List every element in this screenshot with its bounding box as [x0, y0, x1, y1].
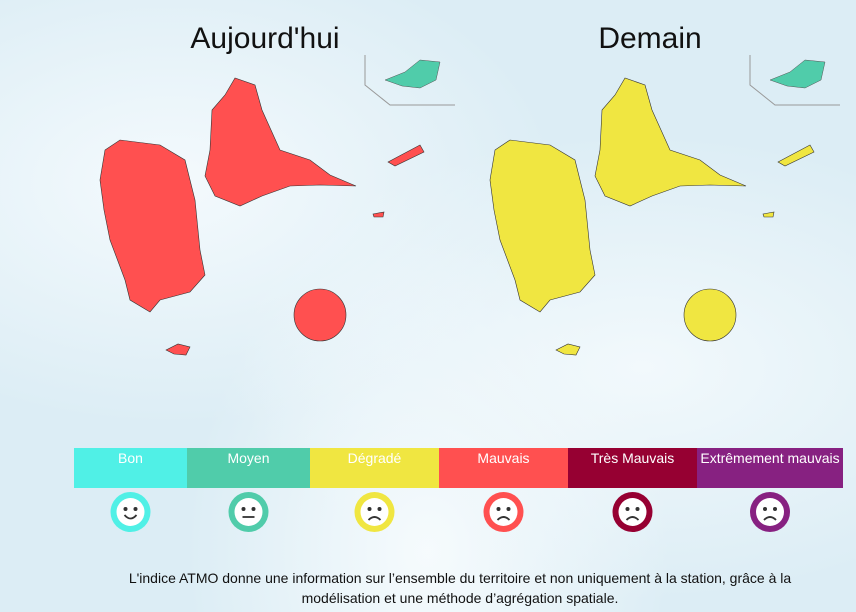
face — [116, 498, 145, 526]
mouth — [123, 514, 138, 520]
eye — [635, 507, 640, 511]
eye — [133, 507, 138, 511]
mouth — [763, 516, 777, 521]
map-today — [99, 77, 425, 356]
eye — [123, 507, 128, 511]
map-title: Demain — [598, 22, 701, 55]
footnote: L'indice ATMO donne une information sur … — [128, 570, 792, 606]
eye — [251, 507, 256, 511]
eye — [773, 507, 777, 511]
face — [360, 498, 389, 526]
map-tomorrow — [489, 77, 815, 356]
legend-item: Mauvais — [439, 448, 568, 488]
legend-item: Extrêmement mauvais — [697, 448, 843, 488]
eye — [367, 507, 372, 511]
face — [618, 498, 647, 526]
legend-item: Dégradé — [310, 448, 439, 488]
legend: Bon Moyen Dégradé Mauvais Très Mauvais Extrêm… — [74, 448, 843, 488]
eye — [241, 507, 246, 511]
inset — [749, 54, 841, 106]
eye — [377, 507, 382, 511]
face — [756, 498, 784, 526]
legend-item: Très Mauvais — [568, 448, 697, 488]
face — [489, 498, 518, 526]
legend-item: Bon — [74, 448, 187, 488]
eye — [625, 507, 630, 511]
mouth — [625, 516, 640, 521]
eye — [496, 507, 501, 511]
mouth — [367, 516, 382, 521]
eye — [763, 507, 767, 511]
inset — [364, 54, 456, 106]
face — [234, 498, 263, 526]
legend-item: Moyen — [187, 448, 310, 488]
eye — [506, 507, 511, 511]
mouth — [496, 516, 511, 521]
map-title: Aujourd'hui — [190, 22, 339, 55]
